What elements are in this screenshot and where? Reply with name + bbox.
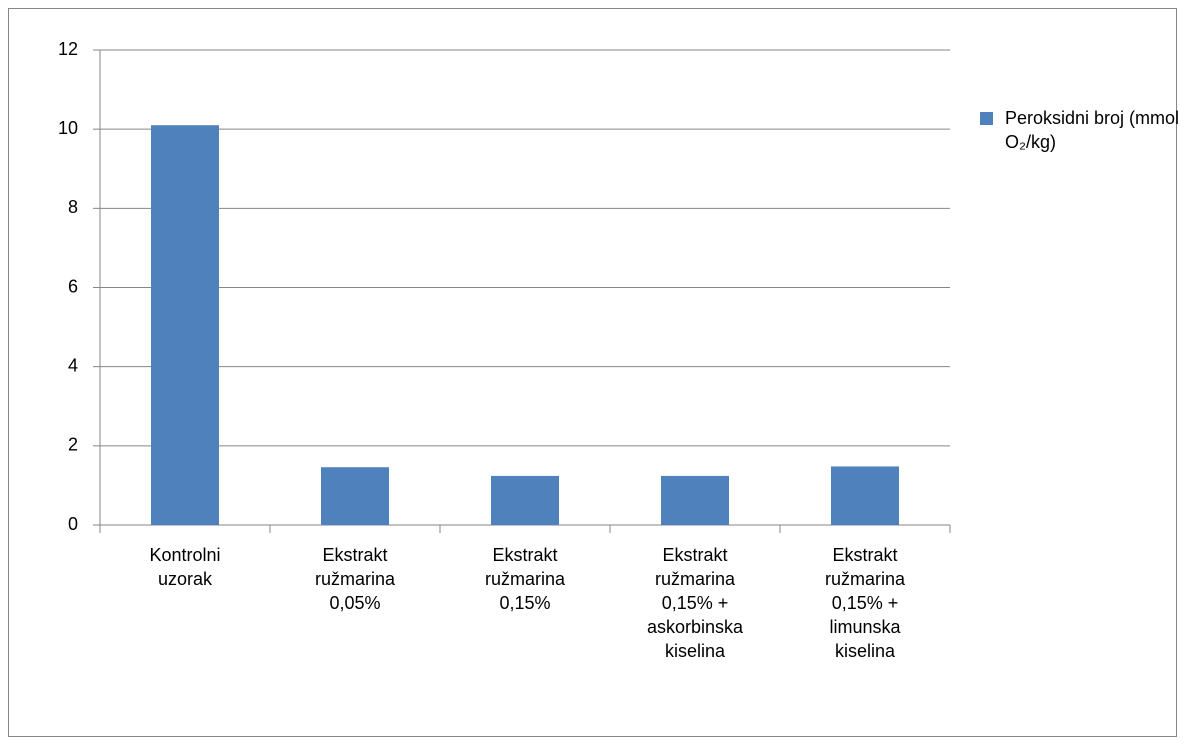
chart-border: [8, 8, 1177, 737]
y-tick-label: 10: [58, 118, 78, 138]
bar: [491, 475, 559, 525]
bar: [661, 475, 729, 525]
legend-label: Peroksidni broj (mmol O₂/kg): [1005, 108, 1180, 152]
bar: [831, 466, 899, 525]
bar: [151, 125, 219, 525]
y-tick-label: 0: [68, 514, 78, 534]
x-tick-label: Ekstrakt ružmarina 0,15%: [484, 545, 566, 613]
x-tick-label: Ekstrakt ružmarina 0,15% + limunska kise…: [824, 545, 906, 661]
bar: [321, 467, 389, 525]
x-tick-label: Ekstrakt ružmarina 0,05%: [314, 545, 396, 613]
y-tick-label: 12: [58, 39, 78, 59]
legend-marker: [980, 112, 993, 125]
x-tick-label: Ekstrakt ružmarina 0,15% + askorbinska k…: [646, 545, 744, 661]
y-tick-label: 8: [68, 197, 78, 217]
x-tick-label: Kontrolni uzorak: [149, 545, 221, 589]
y-tick-label: 2: [68, 435, 78, 455]
y-tick-label: 4: [68, 355, 78, 375]
y-tick-label: 6: [68, 276, 78, 296]
